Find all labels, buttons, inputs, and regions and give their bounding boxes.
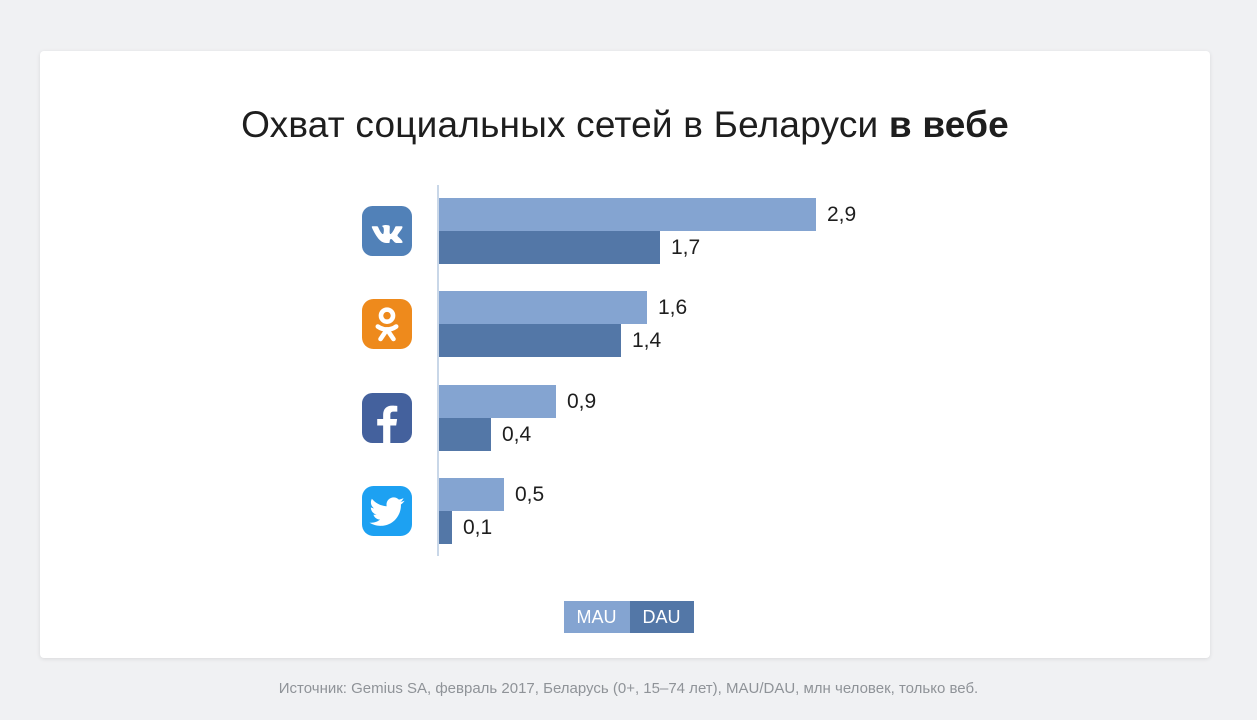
bar-facebook-mau (439, 385, 556, 418)
bar-facebook-dau (439, 418, 491, 451)
bar-row-facebook-dau: 0,4 (439, 418, 596, 451)
chart-row-ok: 1,6 1,4 (362, 291, 687, 357)
bar-row-vk-dau: 1,7 (439, 231, 856, 264)
twitter-icon (362, 486, 412, 536)
vk-icon (362, 206, 412, 256)
legend-item-mau: MAU (563, 601, 630, 633)
value-label-vk-mau: 2,9 (827, 202, 857, 226)
source-note: Источник: Gemius SA, февраль 2017, Белар… (278, 680, 979, 697)
value-label-ok-mau: 1,6 (658, 295, 688, 319)
legend-label-dau: DAU (642, 607, 681, 627)
chart-row-twitter: 0,5 0,1 (362, 478, 544, 544)
bar-vk-dau (439, 231, 660, 264)
value-label-ok-dau: 1,4 (632, 328, 662, 352)
title-bold: в вебе (888, 104, 1009, 145)
chart-row-facebook: 0,9 0,4 (362, 385, 596, 451)
bar-vk-mau (439, 198, 816, 231)
title-regular: Охват социальных сетей в Беларуси (241, 104, 879, 145)
chart-row-vk: 2,9 1,7 (362, 198, 856, 264)
bar-twitter-dau (439, 511, 452, 544)
bar-row-twitter-mau: 0,5 (439, 478, 544, 511)
page-title: Охват социальных сетей в Беларуси в вебе (40, 104, 1210, 146)
legend-label-mau: MAU (576, 607, 617, 627)
bar-row-ok-mau: 1,6 (439, 291, 687, 324)
value-label-twitter-dau: 0,1 (463, 515, 493, 539)
bar-row-twitter-dau: 0,1 (439, 511, 544, 544)
bar-twitter-mau (439, 478, 504, 511)
bar-row-ok-dau: 1,4 (439, 324, 687, 357)
slide-card (40, 51, 1210, 658)
value-label-vk-dau: 1,7 (671, 235, 701, 259)
value-label-twitter-mau: 0,5 (515, 482, 545, 506)
bar-ok-mau (439, 291, 647, 324)
bar-row-facebook-mau: 0,9 (439, 385, 596, 418)
value-label-facebook-dau: 0,4 (502, 422, 532, 446)
legend: MAU DAU (563, 601, 694, 633)
value-label-facebook-mau: 0,9 (567, 389, 597, 413)
facebook-icon (362, 393, 412, 443)
legend-item-dau: DAU (629, 601, 694, 633)
bar-row-vk-mau: 2,9 (439, 198, 856, 231)
ok-icon (362, 299, 412, 349)
bar-ok-dau (439, 324, 621, 357)
axis-line (437, 185, 439, 556)
